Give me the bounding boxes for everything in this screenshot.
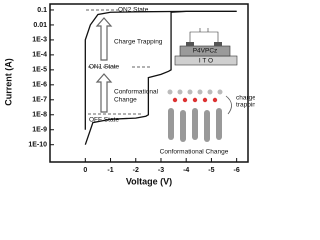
device-inset: [174, 28, 238, 66]
inset-label: P4VPCz: [193, 48, 218, 55]
annotation: ON2 State: [118, 7, 149, 14]
y-tick-label: 1E-9: [32, 127, 47, 134]
y-tick-label: 1E-4: [32, 52, 47, 59]
y-tick-label: 1E-3: [32, 37, 47, 44]
iv-curve: [84, 10, 237, 130]
x-tick-label: -2: [133, 167, 139, 174]
y-tick-label: 1E-5: [32, 67, 47, 74]
y-tick-label: 1E-7: [32, 97, 47, 104]
arrows: [95, 17, 113, 113]
inset-label: charge: [236, 95, 255, 102]
x-tick-label: -5: [208, 167, 214, 174]
y-tick-label: 1E-10: [28, 142, 47, 149]
chart: Current (A) Voltage (V) ON2 State Charge…: [3, 3, 255, 186]
annotation: ON1 State: [89, 64, 120, 71]
inset-label: trapping: [236, 102, 255, 109]
inset-label: Conformational Change: [160, 149, 229, 156]
annotation: Charge Trapping: [114, 39, 163, 46]
x-tick-label: -4: [183, 167, 189, 174]
x-tick-label: 0: [83, 167, 87, 174]
x-tick-label: -6: [234, 167, 240, 174]
annotation: Conformational: [114, 89, 159, 96]
plot-frame: [49, 3, 249, 163]
x-tick-label: -3: [158, 167, 164, 174]
inset-label: I T O: [199, 58, 213, 65]
y-tick-label: 1E-8: [32, 112, 47, 119]
molecule-inset: [167, 89, 232, 142]
state-guides: [86, 9, 150, 115]
y-tick-label: 0.01: [33, 22, 47, 29]
y-tick-label: 0.1: [37, 7, 47, 14]
x-tick-label: -1: [107, 167, 113, 174]
x-axis-title: Voltage (V): [126, 176, 172, 186]
y-axis-title: Current (A): [3, 58, 13, 106]
annotation: Change: [114, 97, 137, 104]
y-tick-label: 1E-6: [32, 82, 47, 89]
